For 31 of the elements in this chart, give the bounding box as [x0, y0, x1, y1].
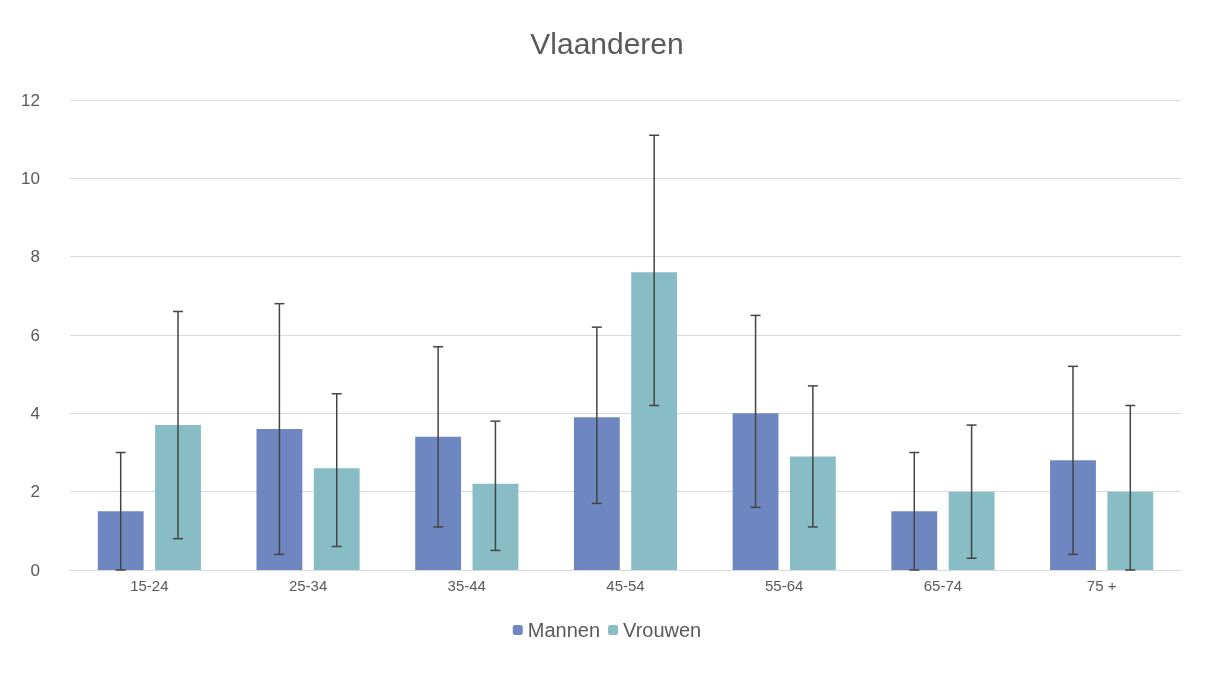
x-tick-label: 15-24: [130, 577, 169, 594]
chart-title: Vlaanderen: [530, 26, 684, 60]
x-tick-label: 25-34: [288, 577, 328, 594]
bar: [891, 511, 938, 570]
x-tick-label: 45-54: [606, 577, 645, 594]
bar: [1050, 460, 1096, 570]
y-tick-label: 2: [30, 482, 40, 502]
y-tick-label: 4: [30, 403, 40, 423]
y-tick-label: 8: [30, 247, 40, 267]
legend-label: Vrouwen: [623, 619, 702, 641]
bar: [155, 425, 201, 570]
bar: [415, 436, 462, 570]
y-tick-label: 10: [21, 168, 40, 188]
bar: [732, 413, 779, 570]
bar: [948, 491, 995, 570]
bar: [256, 429, 303, 570]
y-tick-label: 6: [30, 325, 40, 345]
x-tick-label: 65-74: [923, 577, 963, 594]
bar: [573, 417, 620, 570]
bar: [472, 483, 519, 570]
bar: [1107, 491, 1154, 570]
x-tick-label: 35-44: [447, 577, 486, 594]
bar: [789, 456, 836, 570]
x-tick-label: 75 +: [1086, 577, 1117, 594]
y-tick-label: 12: [21, 90, 40, 110]
y-tick-label: 0: [30, 560, 40, 580]
legend-label: Mannen: [527, 619, 601, 641]
bar: [97, 511, 144, 570]
bar: [313, 468, 360, 570]
x-tick-label: 55-64: [765, 577, 804, 594]
bar: [631, 272, 678, 570]
